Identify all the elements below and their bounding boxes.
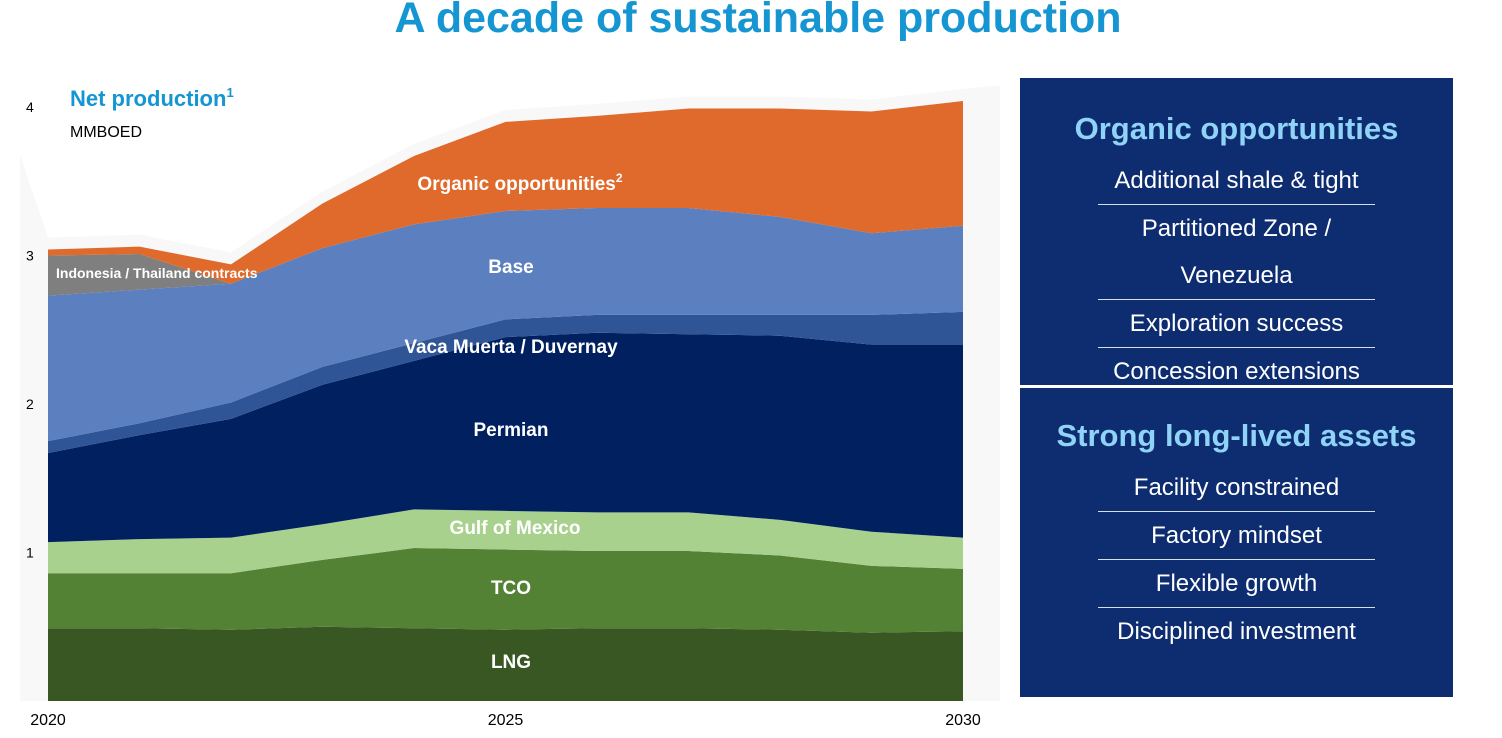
list-item: Flexible growth [1098, 560, 1375, 608]
x-tick-label: 2020 [30, 712, 66, 729]
chart-unit: MMBOED [70, 124, 142, 141]
long-lived-assets-heading: Strong long-lived assets [1056, 418, 1417, 453]
series-area-lng [48, 626, 963, 701]
series-label-tco: TCO [491, 578, 531, 599]
series-label-permian: Permian [474, 420, 549, 441]
chart-title-footnote: 1 [226, 85, 233, 100]
organic-opportunities-panel: Organic opportunities Additional shale &… [1020, 78, 1453, 385]
series-label-base: Base [488, 257, 533, 278]
series-area-organic-opportunities [48, 101, 963, 284]
x-tick-label: 2025 [488, 712, 524, 729]
series-area-base [48, 207, 963, 442]
organic-opportunities-list: Additional shale & tight Partitioned Zon… [1020, 157, 1453, 395]
series-label-gulf-of-mexico: Gulf of Mexico [450, 518, 581, 539]
long-lived-assets-list: Facility constrained Factory mindset Fle… [1020, 464, 1453, 655]
series-label-indonesia-thailand-contracts: Indonesia / Thailand contracts [56, 265, 258, 281]
list-item: Disciplined investment [1117, 618, 1356, 645]
y-tick-label: 4 [26, 99, 34, 115]
long-lived-assets-panel: Strong long-lived assets Facility constr… [1020, 388, 1453, 697]
production-chart: 1 2 3 4 2020 2025 2030 LNG TCO Gulf of Mexico Per… [26, 85, 981, 729]
list-item: Facility constrained [1098, 464, 1375, 512]
series-area-tco [48, 548, 963, 633]
list-item: Additional shale & tight [1098, 157, 1375, 205]
list-item: Partitioned Zone / Venezuela [1098, 205, 1375, 300]
series-label-vaca-muerta-duvernay: Vaca Muerta / Duvernay [404, 337, 618, 358]
series-area-vaca-muerta-duvernay [48, 311, 963, 454]
y-tick-label: 1 [26, 545, 34, 561]
x-tick-label: 2030 [945, 712, 981, 729]
list-item: Factory mindset [1098, 512, 1375, 560]
series-label-lng: LNG [491, 652, 531, 673]
organic-opportunities-heading: Organic opportunities [1074, 111, 1399, 146]
series-area-indonesia-thailand-contracts [48, 207, 963, 296]
series-area-gulf-of-mexico [48, 509, 963, 574]
list-item: Concession extensions [1113, 358, 1360, 385]
series-area-permian [48, 332, 963, 543]
page-title: A decade of sustainable production [394, 0, 1122, 42]
list-item: Exploration success [1098, 300, 1375, 348]
y-tick-label: 2 [26, 396, 34, 412]
chart-title: Net production1 [70, 85, 234, 111]
series-label-organic-opportunities: Organic opportunities2 [417, 171, 622, 195]
y-tick-label: 3 [26, 248, 34, 264]
